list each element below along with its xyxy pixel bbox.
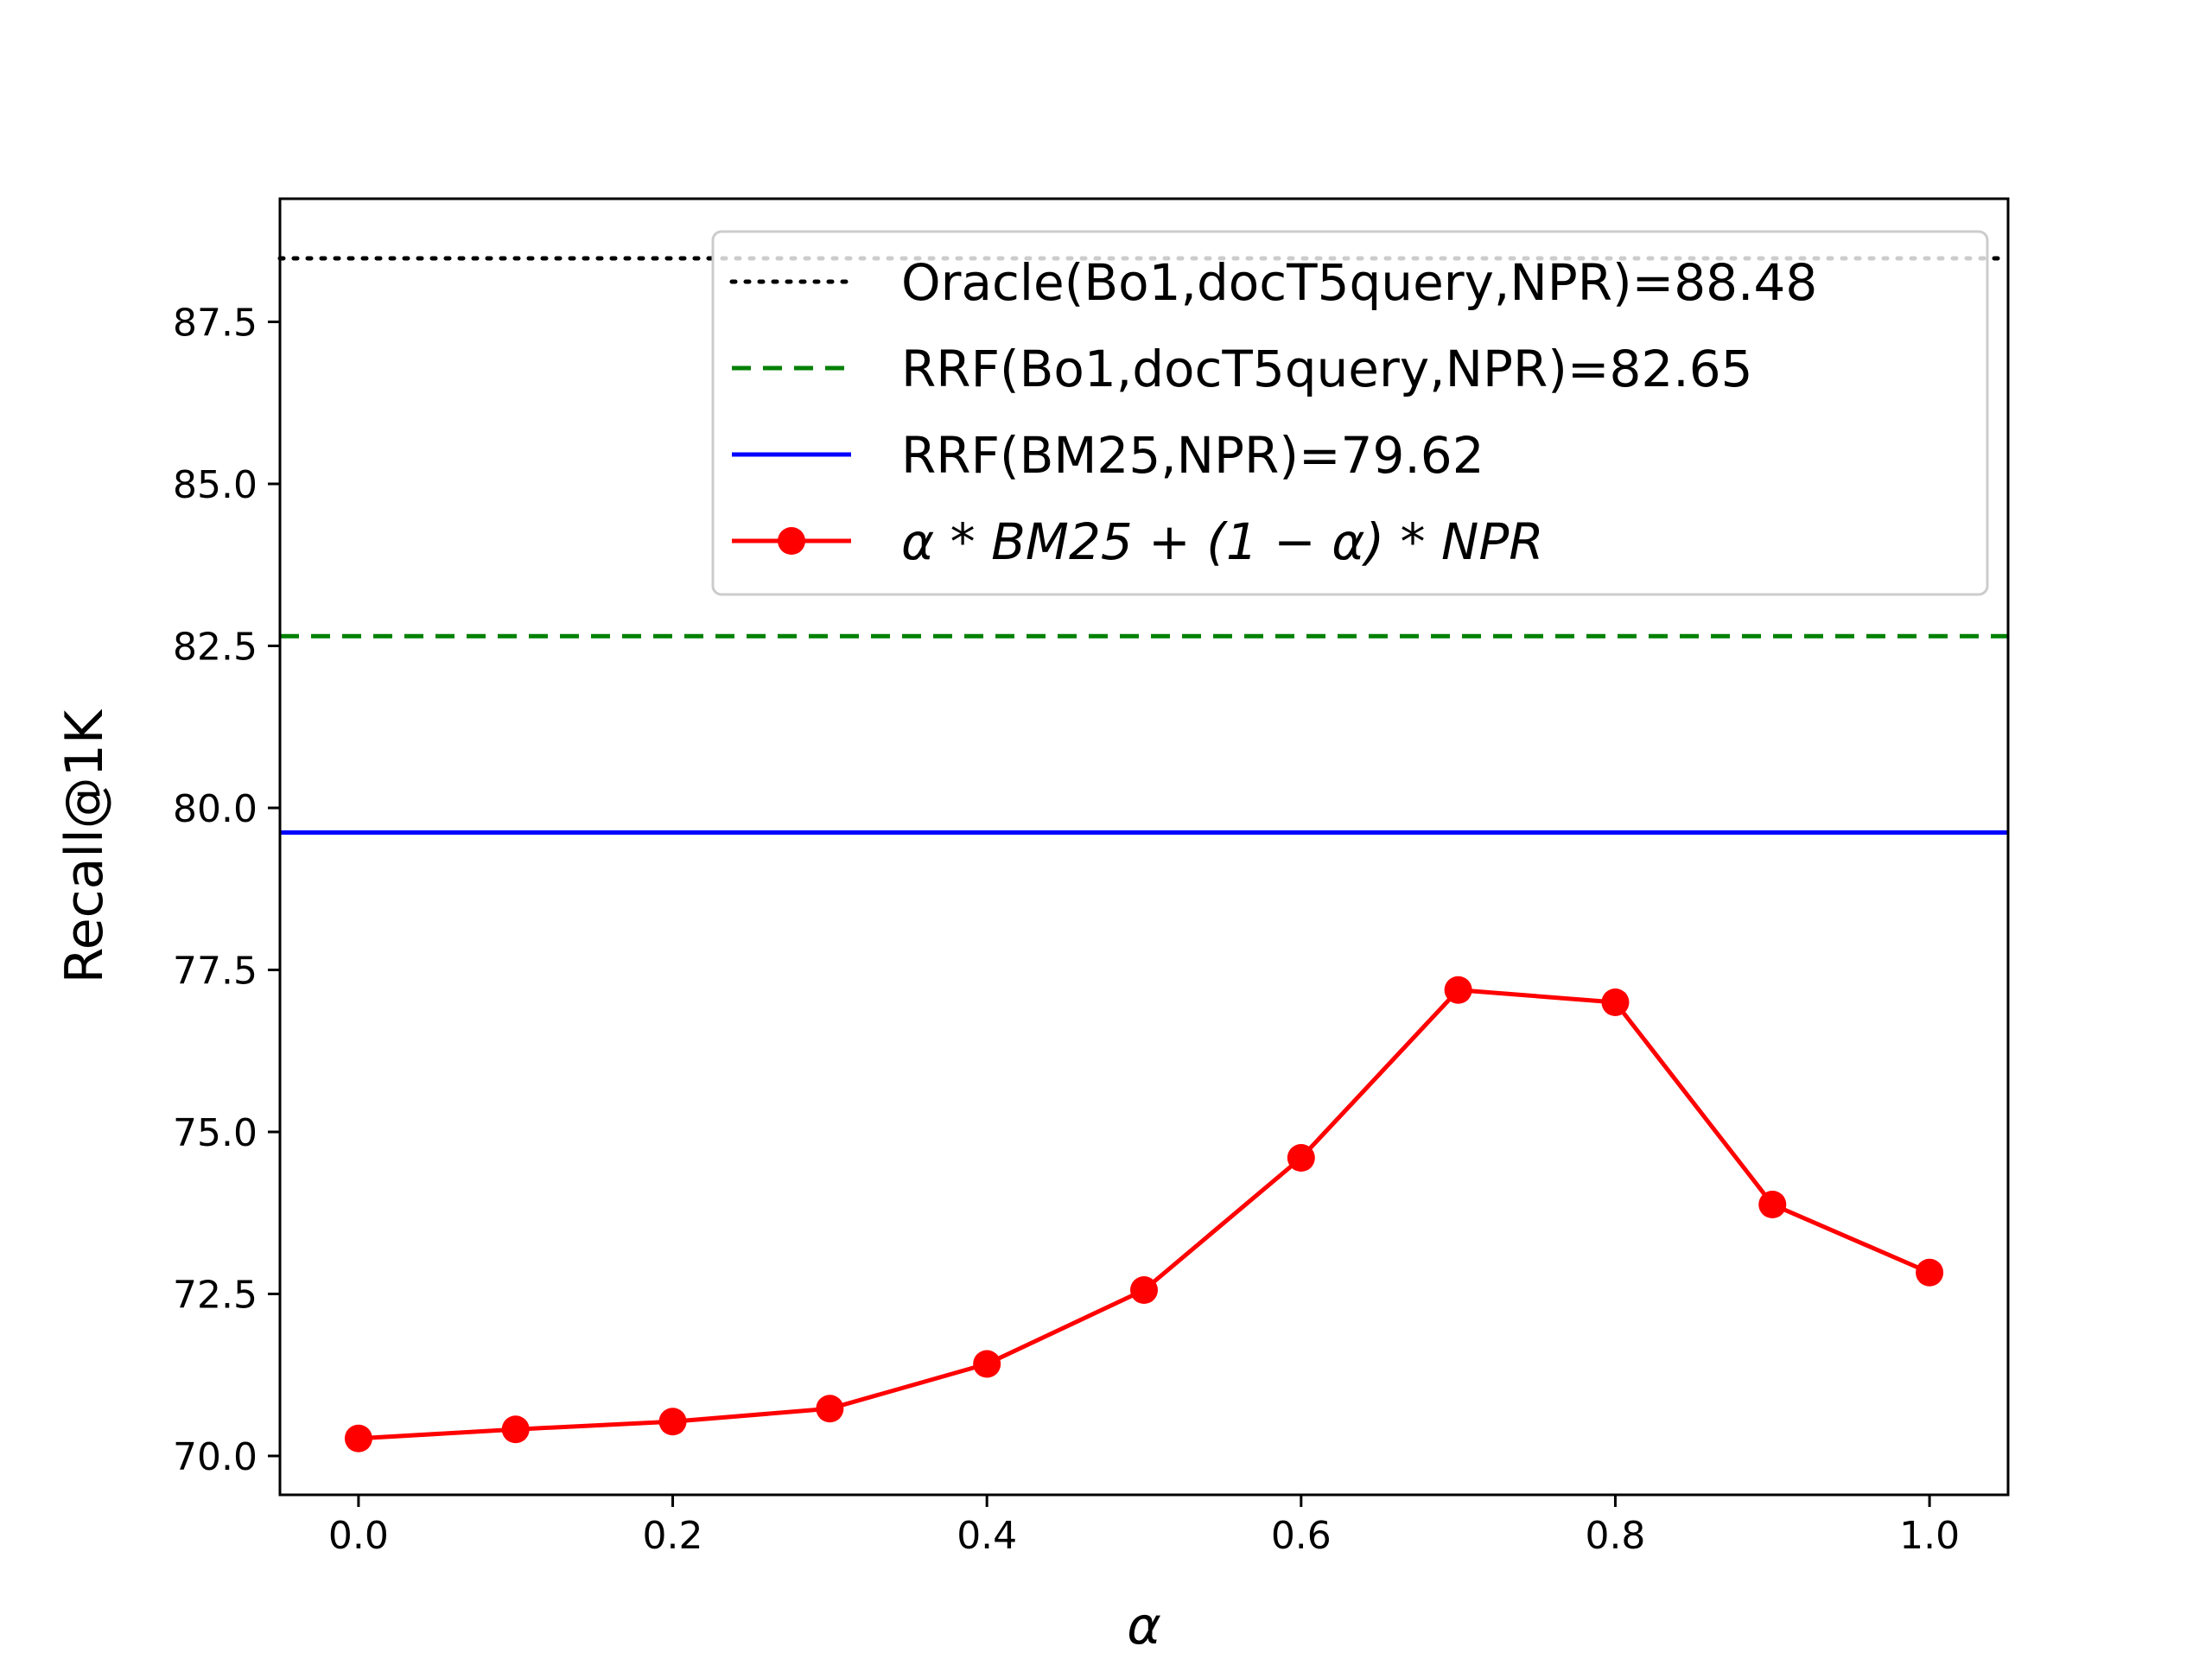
legend-label-2: RRF(Bo1,docT5query,NPR)=82.65 (901, 340, 1753, 398)
x-tick-label: 1.0 (1899, 1514, 1960, 1558)
legend-box (711, 230, 1989, 596)
y-tick-label: 77.5 (173, 950, 257, 994)
data-point (816, 1395, 844, 1423)
data-point (1758, 1191, 1787, 1218)
data-point (1130, 1276, 1158, 1304)
data-point (1287, 1144, 1315, 1172)
y-tick-label: 82.5 (173, 626, 257, 670)
x-axis-label: α (1127, 1596, 1161, 1656)
x-tick-label: 0.4 (957, 1514, 1017, 1558)
y-axis-label: Recall@1K (54, 709, 115, 983)
y-tick-label: 75.0 (173, 1111, 257, 1155)
data-point (1444, 976, 1472, 1004)
data-point (344, 1424, 372, 1452)
legend-label-4: α * BM25 + (1 − α) * NPR (901, 512, 1544, 571)
y-tick-label: 72.5 (173, 1274, 257, 1318)
y-tick-label: 70.0 (173, 1435, 257, 1479)
data-point (1916, 1258, 1944, 1287)
y-tick-label: 85.0 (173, 463, 257, 507)
data-point (973, 1350, 1001, 1378)
y-tick-label: 80.0 (173, 787, 257, 831)
data-point (501, 1415, 530, 1444)
legend-label-3: RRF(BM25,NPR)=79.62 (901, 426, 1484, 485)
x-tick-label: 0.8 (1585, 1514, 1645, 1558)
x-tick-label: 0.2 (643, 1514, 703, 1558)
axis-ticks: 0.0 0.2 0.4 0.6 0.8 1.0 70.0 72.5 75.0 77.5 80.0 82… (173, 302, 1960, 1559)
data-point (1601, 988, 1630, 1016)
data-point (658, 1408, 687, 1436)
plot-frame (278, 197, 2010, 1497)
legend: Oracle(Bo1,docT5query,NPR)=88.48 RRF(Bo1,… (711, 230, 1989, 596)
y-tick-label: 87.5 (173, 302, 257, 346)
x-tick-label: 0.6 (1271, 1514, 1332, 1558)
legend-marker (778, 527, 805, 555)
x-tick-label: 0.0 (328, 1514, 389, 1558)
legend-label-1: Oracle(Bo1,docT5query,NPR)=88.48 (901, 253, 1817, 312)
